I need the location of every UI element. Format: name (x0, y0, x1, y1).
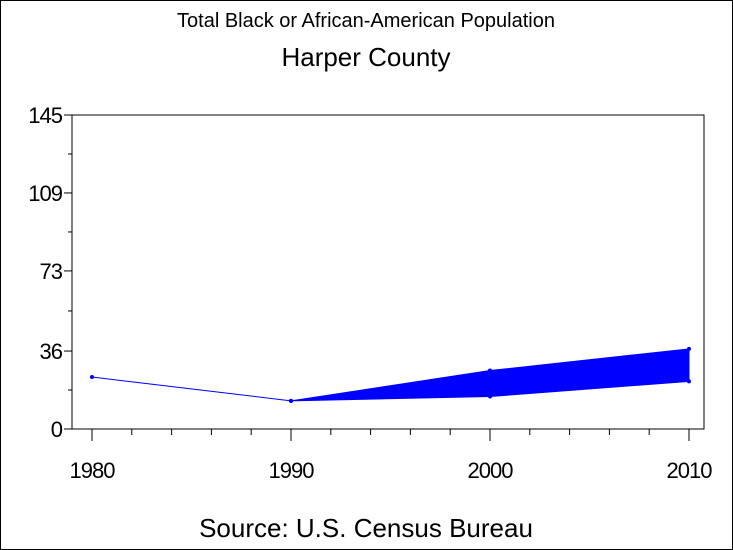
source-note: Source: U.S. Census Bureau (199, 513, 533, 543)
data-layer (90, 346, 691, 403)
axes-layer: 0 36 73 109 145 1980 1990 2000 2010 (28, 103, 713, 483)
band-upper-point-1 (488, 368, 492, 373)
band-lower-point-2 (687, 379, 691, 384)
series-point-0-1 (289, 398, 293, 403)
band-upper-point-2 (687, 346, 691, 351)
y-tick-label-4: 145 (28, 103, 62, 128)
series-point-0-0 (90, 375, 94, 380)
chart-subtitle: Harper County (281, 42, 450, 72)
y-tick-label-1: 36 (40, 339, 63, 364)
band-lower-point-1 (488, 394, 492, 399)
plot-area (71, 114, 705, 430)
x-tick-label-3: 2010 (667, 458, 713, 483)
x-tick-label-0: 1980 (70, 458, 116, 483)
y-tick-label-2: 73 (40, 259, 63, 284)
y-tick-label-3: 109 (28, 181, 62, 206)
x-tick-label-2: 2000 (468, 458, 514, 483)
band-area (290, 348, 690, 402)
x-tick-label-1: 1990 (269, 458, 315, 483)
y-tick-label-0: 0 (51, 417, 63, 442)
chart-title: Total Black or African-American Populati… (177, 10, 555, 32)
series-line-0 (91, 376, 292, 402)
